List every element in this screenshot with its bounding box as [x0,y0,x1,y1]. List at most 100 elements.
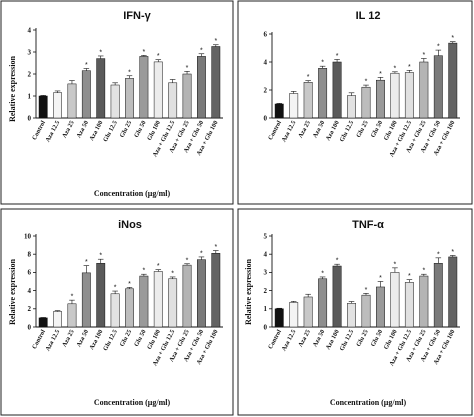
panel-ifn-gamma-y-axis-label: Relative expression [8,56,17,122]
panel-inos-y-tick-label: 4 [28,287,32,295]
panel-il12-bar [390,72,400,119]
panel-tnf-alpha-significance-marker: * [365,287,368,294]
panel-il12-significance-marker: * [379,71,382,78]
panel-inos-significance-marker: * [186,257,189,264]
panel-il12-bar [361,86,371,119]
panel-ifn-gamma-significance-marker: * [99,49,102,56]
panel-inos-y-tick-label: 10 [24,232,32,240]
panel-inos-significance-marker: * [128,281,131,288]
panel-inos-bar [53,311,62,328]
panel-tnf-alpha-significance-marker: * [451,249,454,256]
panel-ifn-gamma-x-axis-label: Concentration (µg/ml) [94,189,171,198]
panel-inos-bar [197,259,206,328]
panel-inos-significance-marker: * [200,250,203,257]
panel-inos-bar [153,271,163,328]
panel-ifn-gamma-bar [211,46,221,119]
panel-inos-significance-marker: * [71,294,74,301]
panel-ifn-gamma-significance-marker: * [200,47,203,54]
panel-tnf-alpha-bar [332,265,342,328]
panel-il12-bar [448,42,458,119]
panel-il12-bar [289,93,299,119]
panel-ifn-gamma-bar [153,61,163,119]
panel-il12-bar [303,82,313,119]
panel-inos-significance-marker: * [99,253,102,260]
panel-ifn-gamma-bar [67,83,77,119]
panel-inos-y-tick-label: 2 [28,305,32,313]
panel-inos-bar [139,275,149,328]
panel-il12-bar [419,61,429,119]
panel-inos-bar [125,288,134,328]
panel-ifn-gamma-bar [197,56,206,119]
panel-inos-bar [67,303,77,328]
panel-il12-bar [404,72,414,119]
panel-ifn-gamma-bar [53,92,62,119]
panel-ifn-gamma: IFN-γ Relative expression Concentration … [0,0,234,205]
panel-tnf-alpha-bar [390,272,400,328]
panel-tnf-alpha-y-tick-label: 3 [264,269,268,277]
panel-il12-significance-marker: * [365,79,368,86]
panel-il12-y-tick-label: 4 [264,58,268,66]
panel-il12-significance-marker: * [394,65,397,72]
panel-ifn-gamma-y-tick-label: 0 [28,114,32,122]
panel-ifn-gamma-significance-marker: * [186,65,189,72]
panel-ifn-gamma-bar [81,70,91,119]
panel-tnf-alpha-y-tick-label: 2 [264,287,268,295]
panel-ifn-gamma-bar [125,78,134,119]
panel-inos-significance-marker: * [171,270,174,277]
panel-il12-bar [332,61,342,119]
panel-ifn-gamma-y-tick-label: 2 [28,70,32,78]
panel-tnf-alpha-title: TNF-α [352,219,384,231]
panel-ifn-gamma-y-tick-label: 3 [28,48,32,56]
panel-tnf-alpha-bar [376,286,385,328]
panel-inos-y-tick-label: 6 [28,269,32,277]
panel-inos-title: iNos [118,219,142,231]
panel-il12-significance-marker: * [422,52,425,59]
panel-ifn-gamma-bar [96,58,106,119]
panel-il12-bar [318,68,328,119]
panel-tnf-alpha-significance-marker: * [321,270,324,277]
panel-il12-significance-marker: * [321,60,324,67]
panel-inos-bar [211,253,221,328]
panel-ifn-gamma-bar [182,73,192,119]
panel-tnf-alpha-bar [433,263,443,328]
panel-tnf-alpha-bar [419,275,429,328]
panel-ifn-gamma-title: IFN-γ [123,10,151,22]
panel-il12-title: IL 12 [356,10,381,22]
panel-il12-significance-marker: * [437,44,440,51]
panel-ifn-gamma-bar [139,56,149,119]
panel-inos-y-tick-label: 0 [28,323,32,331]
panel-il12-bar [376,79,385,119]
panel-il12-y-tick-label: 2 [264,86,268,94]
panel-il12-bar [274,103,284,119]
panel-ifn-gamma-significance-marker: * [85,62,88,69]
panel-tnf-alpha-bar [274,308,284,328]
panel-tnf-alpha-x-axis-label: Concentration (µg/ml) [330,398,407,407]
panel-tnf-alpha-bar [289,302,299,328]
panel-inos-significance-marker: * [214,244,217,251]
panel-inos-x-axis-label: Concentration (µg/ml) [94,398,171,407]
panel-tnf-alpha-y-tick-label: 1 [264,305,268,313]
panel-tnf-alpha-y-tick-label: 5 [264,232,268,240]
panel-tnf-alpha-significance-marker: * [379,275,382,282]
panel-tnf-alpha-y-tick-label: 4 [264,251,268,259]
panel-inos: iNos Relative expression Concentration (… [0,208,234,416]
panel-inos-y-tick-label: 8 [28,251,32,259]
panel-ifn-gamma-significance-marker: * [128,69,131,76]
panel-inos-bar [96,263,106,328]
panel-tnf-alpha-significance-marker: * [408,273,411,280]
panel-il12-significance-marker: * [336,53,339,60]
panel-tnf-alpha-bar [303,296,313,328]
panel-il12-bar [433,55,443,119]
panel-tnf-alpha-significance-marker: * [437,251,440,258]
panel-ifn-gamma-bar [168,82,178,119]
panel-ifn-gamma-significance-marker: * [143,49,146,56]
panel-il12-significance-marker: * [408,64,411,71]
panel-ifn-gamma-significance-marker: * [157,53,160,60]
panel-tnf-alpha-y-axis-label: Relative expression [244,259,253,325]
panel-inos-bar [168,278,178,328]
panel-ifn-gamma-y-tick-label: 1 [28,92,32,100]
panel-inos-bar [81,272,91,328]
panel-tnf-alpha-bar [347,303,356,328]
panel-ifn-gamma-significance-marker: * [214,38,217,45]
